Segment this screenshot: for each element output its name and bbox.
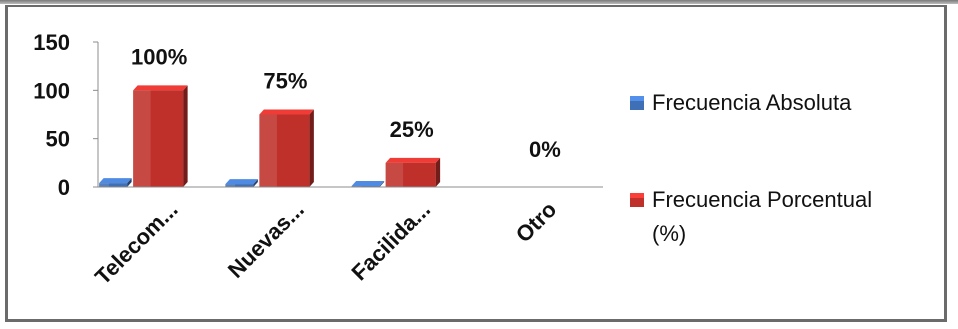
y-tick-label: 100 bbox=[33, 78, 70, 103]
chart-frame: 0 50 100 150 100% 75% 25% 0% Telecom... Nuevas.… bbox=[5, 5, 947, 322]
legend: Frecuencia Absoluta Frecuencia Porcentual… bbox=[630, 90, 872, 246]
bar-side bbox=[436, 158, 441, 187]
legend-item: Frecuencia Porcentual (%) bbox=[630, 187, 872, 246]
x-tick-label: Otro bbox=[511, 197, 562, 248]
data-label: 0% bbox=[529, 137, 561, 162]
data-label: 75% bbox=[263, 69, 307, 94]
bar-top bbox=[99, 178, 132, 183]
y-tick-label: 0 bbox=[58, 175, 70, 200]
bar-top bbox=[225, 179, 258, 184]
x-tick-label: Facilida... bbox=[346, 197, 435, 286]
x-tick-label: Nuevas... bbox=[223, 197, 309, 283]
bar-porcentual bbox=[259, 110, 314, 188]
bar-absoluta bbox=[99, 178, 132, 187]
legend-swatch-highlight bbox=[630, 96, 644, 101]
data-labels: 100% 75% 25% 0% bbox=[131, 44, 561, 162]
bar-highlight bbox=[133, 90, 151, 187]
legend-label: Frecuencia Absoluta bbox=[652, 90, 852, 115]
bar-highlight bbox=[99, 183, 109, 187]
bar-highlight bbox=[386, 163, 404, 187]
bar-top bbox=[133, 85, 188, 90]
bar-highlight bbox=[259, 115, 277, 188]
top-border-strip bbox=[0, 0, 958, 4]
bar-top bbox=[352, 181, 385, 186]
bar-porcentual bbox=[386, 158, 441, 187]
bar-absoluta bbox=[352, 181, 385, 187]
bar-absoluta bbox=[225, 179, 258, 187]
x-tick-label: Telecom... bbox=[90, 197, 183, 290]
y-axis: 0 50 100 150 bbox=[33, 30, 98, 200]
x-axis: Telecom... Nuevas... Facilida... Otro bbox=[90, 187, 603, 289]
legend-item: Frecuencia Absoluta bbox=[630, 90, 852, 115]
bar-top bbox=[386, 158, 441, 163]
bar-porcentual bbox=[133, 85, 188, 187]
y-tick-label: 50 bbox=[46, 127, 70, 152]
bar-side bbox=[309, 110, 314, 188]
data-label: 25% bbox=[390, 117, 434, 142]
legend-label: Frecuencia Porcentual bbox=[652, 187, 872, 212]
bar-top bbox=[259, 110, 314, 115]
data-label: 100% bbox=[131, 44, 187, 69]
legend-label: (%) bbox=[652, 221, 686, 246]
y-tick-label: 150 bbox=[33, 30, 70, 55]
legend-swatch-highlight bbox=[630, 193, 644, 198]
bar-side bbox=[183, 85, 188, 187]
bar-chart: 0 50 100 150 100% 75% 25% 0% Telecom... Nuevas.… bbox=[8, 7, 944, 320]
